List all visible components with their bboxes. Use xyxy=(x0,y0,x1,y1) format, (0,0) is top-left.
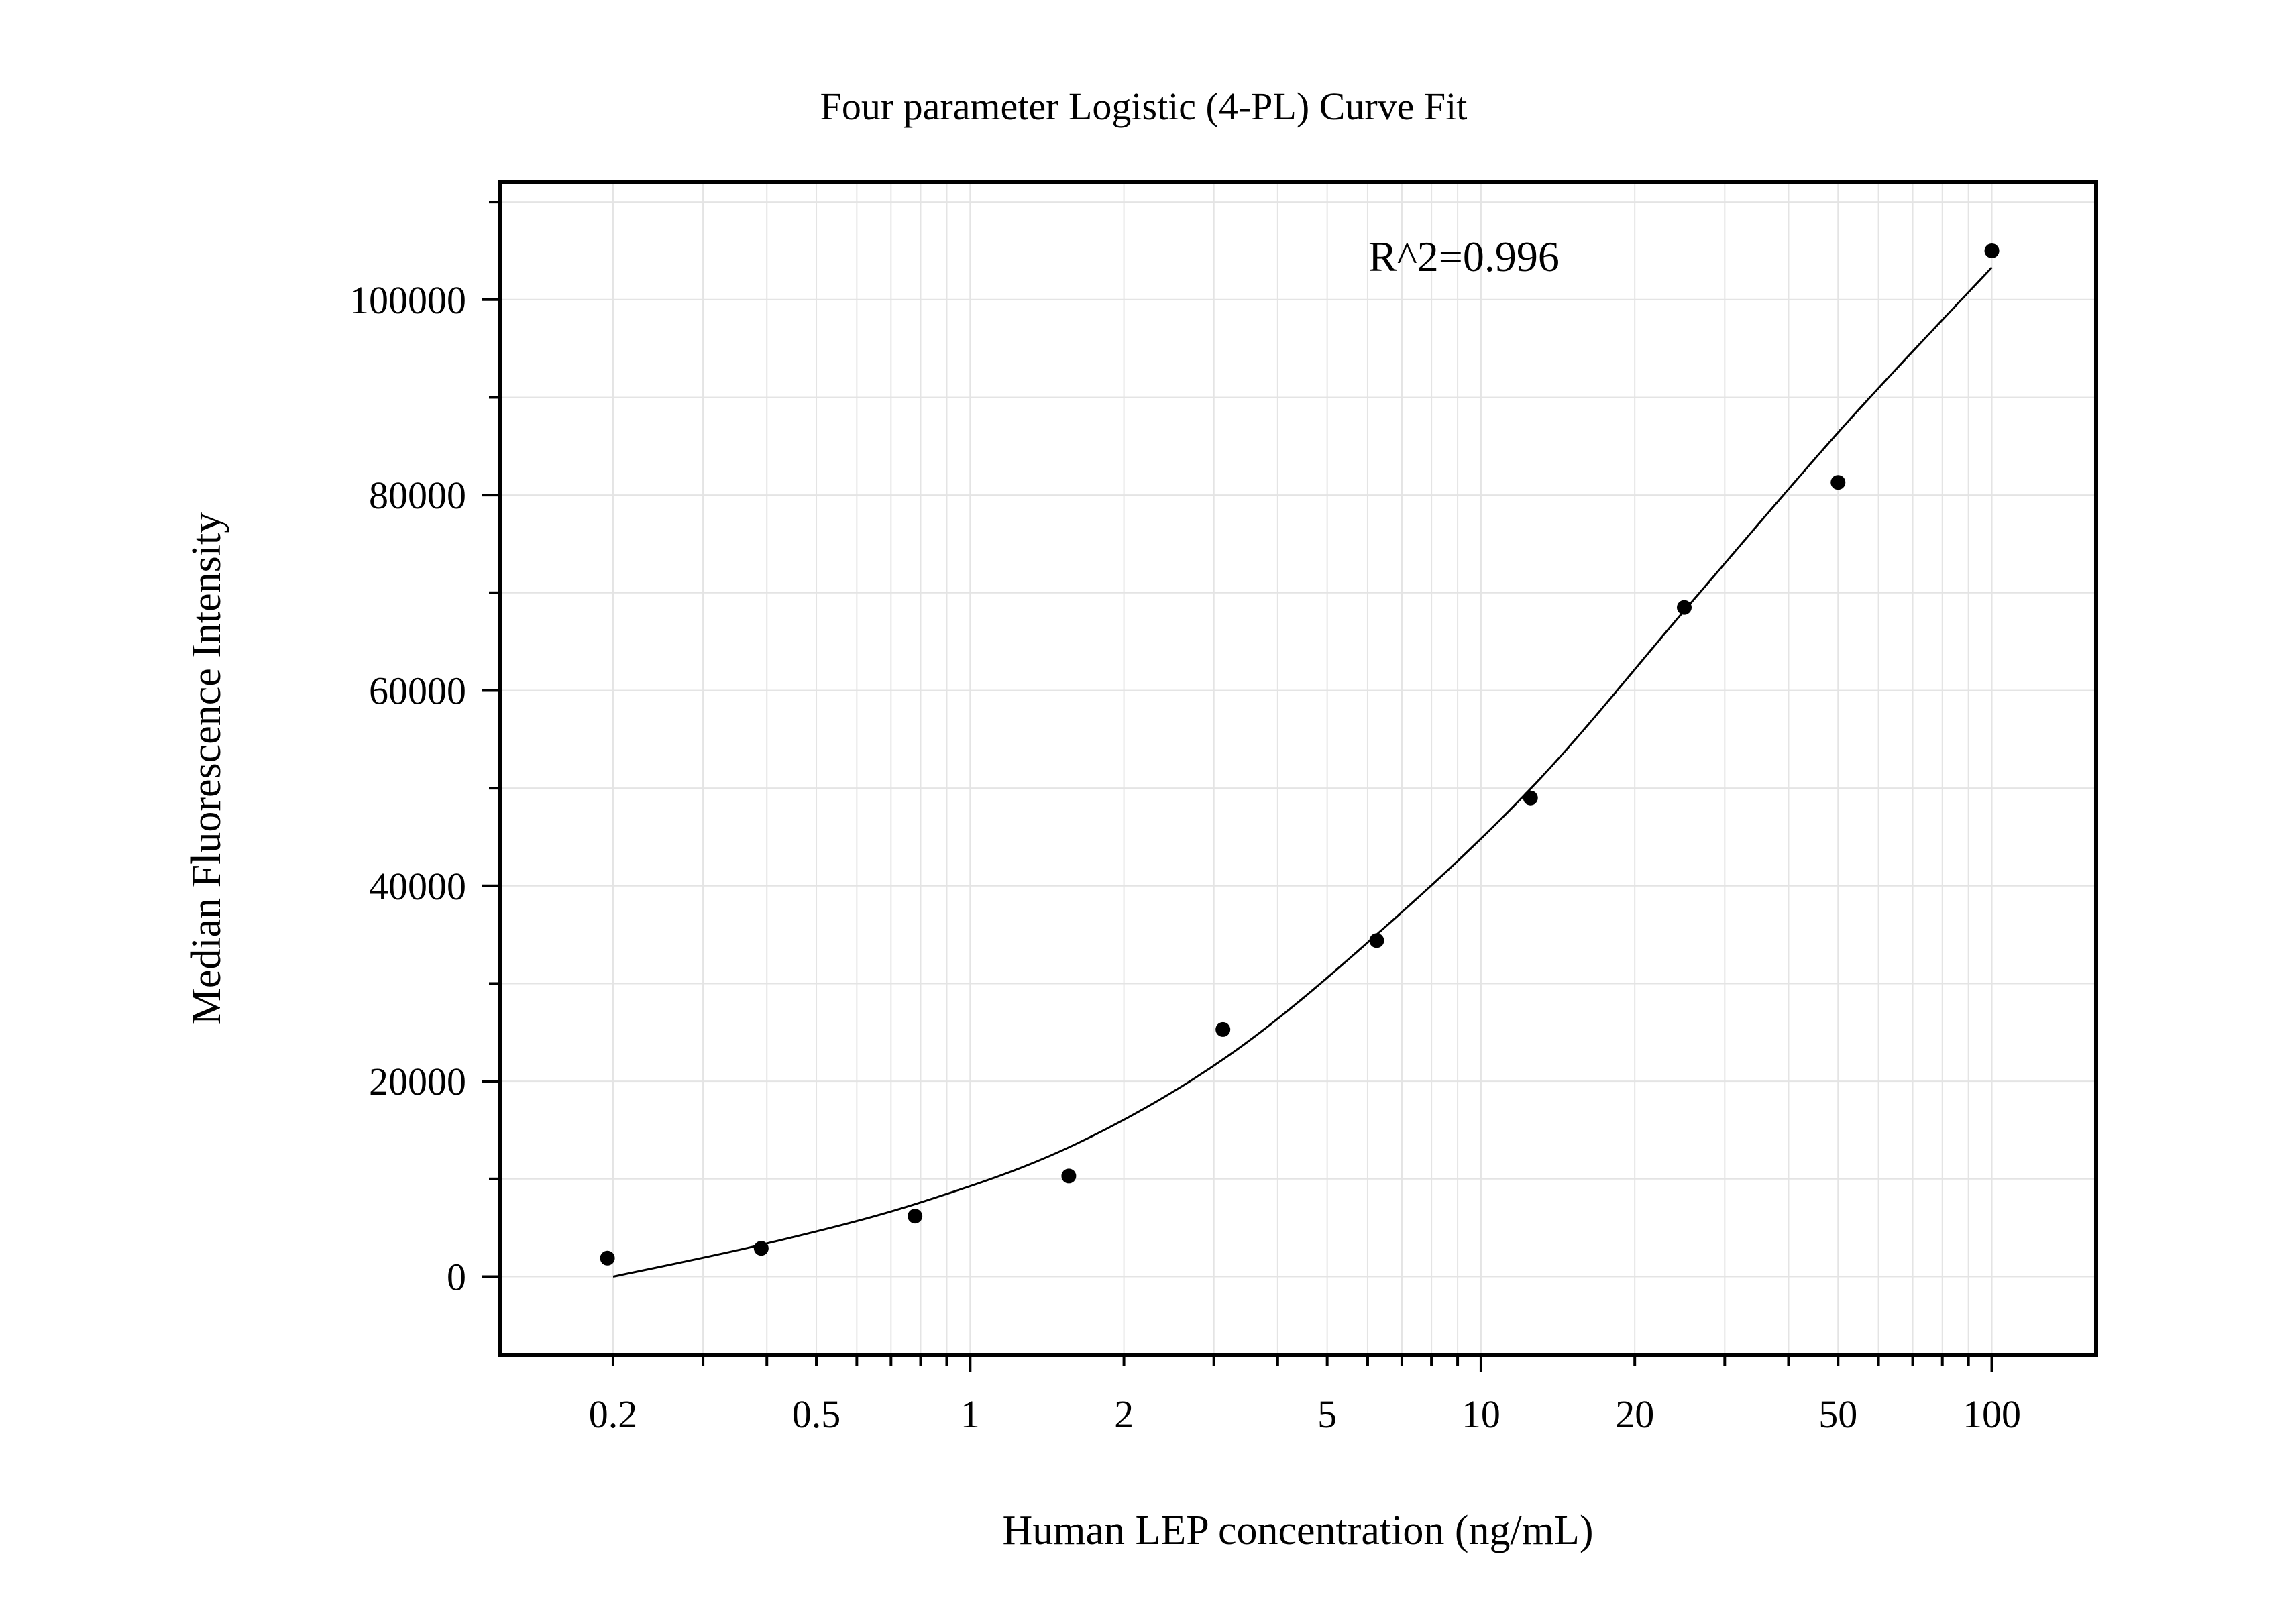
y-tick-label: 80000 xyxy=(369,474,466,517)
r-squared-annotation: R^2=0.996 xyxy=(1368,233,1560,280)
grid-layer xyxy=(500,182,2096,1355)
data-point xyxy=(753,1241,769,1256)
data-point xyxy=(1830,475,1846,490)
y-tick-label: 40000 xyxy=(369,865,466,908)
chart-title: Four parameter Logistic (4-PL) Curve Fit xyxy=(820,85,1468,128)
data-point xyxy=(600,1250,615,1266)
y-tick-label: 60000 xyxy=(369,669,466,712)
x-axis-label: Human LEP concentration (ng/mL) xyxy=(1003,1508,1594,1553)
x-tick-label: 10 xyxy=(1462,1392,1500,1436)
x-tick-label: 0.5 xyxy=(792,1392,841,1436)
data-point xyxy=(1061,1168,1077,1184)
y-tick-label: 0 xyxy=(447,1255,466,1298)
fit-curve-line xyxy=(612,266,1993,1278)
points-layer xyxy=(600,243,2000,1266)
x-tick-label: 2 xyxy=(1114,1392,1134,1436)
data-point xyxy=(1677,600,1692,615)
y-tick-label: 20000 xyxy=(369,1060,466,1103)
curve-layer xyxy=(612,266,1993,1278)
x-tick-label: 0.2 xyxy=(589,1392,638,1436)
data-point xyxy=(908,1209,923,1224)
x-tick-label: 20 xyxy=(1615,1392,1654,1436)
data-point xyxy=(1215,1021,1231,1037)
x-axis-ticks: 0.2 0.5 1 2 5 10 20 50 100 xyxy=(589,1355,2021,1436)
x-tick-label: 50 xyxy=(1818,1392,1857,1436)
x-tick-label: 5 xyxy=(1317,1392,1337,1436)
data-point xyxy=(1984,243,2000,258)
x-tick-label: 100 xyxy=(1963,1392,2021,1436)
data-point xyxy=(1369,933,1384,948)
plot-frame xyxy=(498,180,2098,1357)
y-axis-label: Median Fluorescence Intensity xyxy=(184,512,229,1025)
y-tick-label: 100000 xyxy=(349,278,466,322)
data-point xyxy=(1523,790,1538,806)
y-axis-ticks: 0 20000 40000 60000 80000 100000 xyxy=(349,201,500,1298)
x-tick-label: 1 xyxy=(961,1392,980,1436)
